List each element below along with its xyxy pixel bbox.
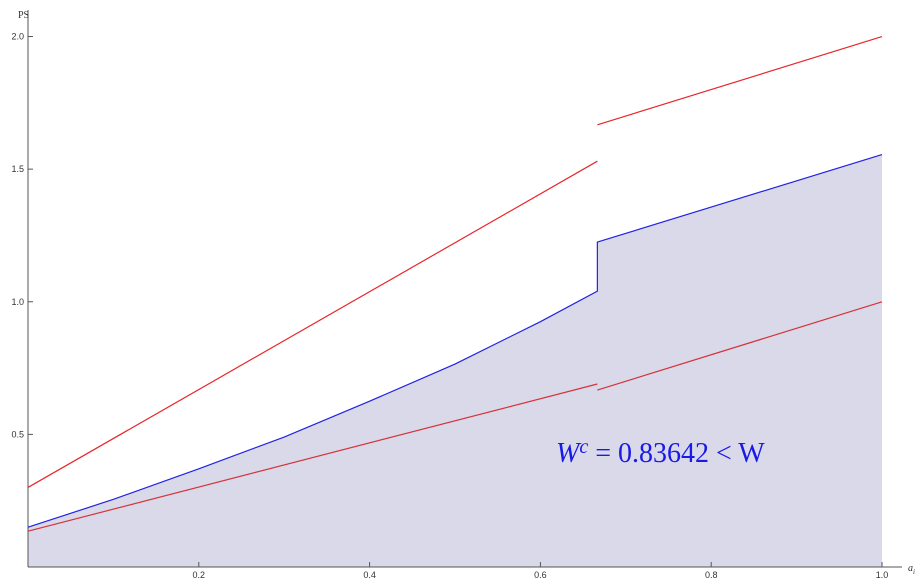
x-tick-label: 0.2 — [193, 570, 206, 580]
x-axis-label: ai — [908, 563, 915, 576]
y-tick-label: 0.5 — [11, 429, 24, 439]
y-tick-label: 2.0 — [11, 32, 24, 42]
area — [28, 154, 882, 568]
y-tick-label: 1.5 — [11, 164, 24, 174]
line — [27, 383, 598, 532]
y-axis-label: PS — [18, 10, 29, 21]
annotation-rest: = 0.83642 < W — [588, 438, 765, 469]
annotation: Wc = 0.83642 < W — [556, 436, 765, 469]
annotation-base: W — [556, 438, 582, 469]
line — [597, 301, 883, 391]
x-tick-label: 0.4 — [363, 570, 376, 580]
x-axis-label-sub: i — [913, 568, 915, 576]
line — [27, 153, 883, 528]
line — [597, 35, 883, 126]
x-axis-label-main: a — [908, 563, 913, 574]
x-tick-label: 0.6 — [534, 570, 547, 580]
y-tick-label: 1.0 — [11, 297, 24, 307]
x-tick-label: 1.0 — [876, 570, 889, 580]
line — [27, 160, 598, 488]
annotation-sup: c — [579, 436, 588, 458]
x-tick-label: 0.8 — [705, 570, 718, 580]
